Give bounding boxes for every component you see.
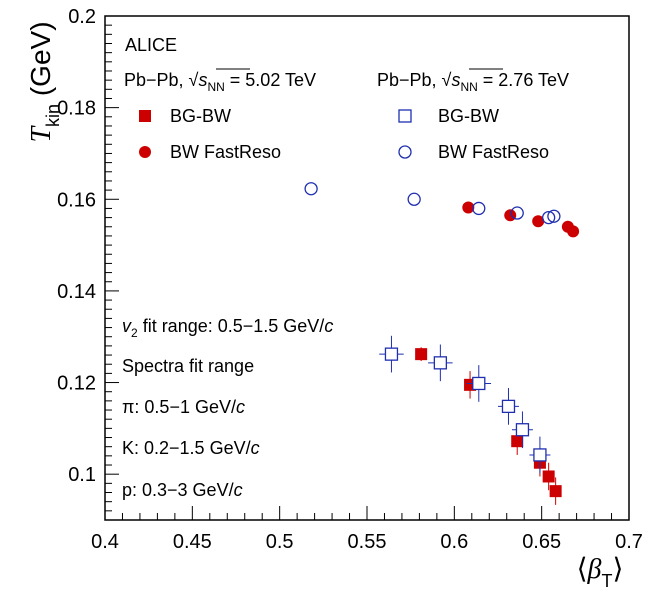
data-point xyxy=(384,347,399,361)
data-point xyxy=(501,399,516,414)
data-point xyxy=(542,470,555,483)
x-tick-label: 0.4 xyxy=(91,531,119,553)
experiment-label: ALICE xyxy=(125,35,177,55)
data-point xyxy=(547,209,561,223)
y-tick-label: 0.16 xyxy=(57,189,96,211)
data-point xyxy=(407,192,421,206)
legend-label: BG-BW xyxy=(170,106,231,126)
x-tick-label: 0.65 xyxy=(522,531,561,553)
legend-entry: BG-BW xyxy=(139,106,231,126)
y-tick-label: 0.14 xyxy=(57,281,96,303)
kaon-range-label: K: 0.2−1.5 GeV/c xyxy=(122,438,260,458)
x-tick-label: 0.7 xyxy=(615,531,643,553)
data-marks xyxy=(304,182,580,505)
data-point xyxy=(472,376,486,391)
legend-entry: BG-BW xyxy=(398,106,499,126)
data-point xyxy=(472,201,486,216)
data-point xyxy=(549,485,562,498)
legend-marker xyxy=(398,109,412,123)
axes: 0.4 0.45 0.5 0.55 0.6 0.65 0.7 0.1 0.12 0.14 0.16 0… xyxy=(57,6,643,553)
legend: BG-BW BW FastReso BG-BW BW FastReso xyxy=(139,106,549,162)
series-1 xyxy=(462,201,580,238)
x-tick-label: 0.5 xyxy=(266,531,294,553)
data-point xyxy=(504,209,517,222)
legend-entry: BW FastReso xyxy=(139,142,281,162)
proton-range-label: p: 0.3−3 GeV/c xyxy=(122,480,243,500)
y-tick-label: 0.2 xyxy=(68,6,96,28)
data-point xyxy=(304,182,318,196)
data-point xyxy=(533,448,547,462)
data-point xyxy=(542,210,556,225)
legend-label: BG-BW xyxy=(438,106,499,126)
data-point xyxy=(532,215,545,228)
spectra-title-label: Spectra fit range xyxy=(122,356,254,376)
data-point xyxy=(511,435,524,448)
series-2 xyxy=(379,335,551,474)
data-point xyxy=(433,356,448,370)
legend-marker xyxy=(139,146,151,158)
series-3 xyxy=(304,182,561,225)
data-point xyxy=(415,348,428,361)
data-point xyxy=(510,206,524,220)
pion-range-label: π: 0.5−1 GeV/c xyxy=(122,397,245,417)
legend-label: BW FastReso xyxy=(170,142,281,162)
series-0 xyxy=(415,347,562,505)
data-point xyxy=(567,225,580,238)
x-tick-label: 0.45 xyxy=(173,531,212,553)
legend-marker xyxy=(398,145,412,159)
x-axis-label: ⟨βT⟩ xyxy=(577,553,624,590)
system-label-502: Pb−Pb, √sNN = 5.02 TeV xyxy=(124,70,316,94)
y-axis-label: Tkin (GeV) xyxy=(25,21,63,142)
legend-entry: BW FastReso xyxy=(398,142,549,162)
system-label-276: Pb−Pb, √sNN = 2.76 TeV xyxy=(377,70,569,94)
data-point xyxy=(515,423,530,437)
data-point xyxy=(462,201,475,214)
v2-range-label: v2 fit range: 0.5−1.5 GeV/c xyxy=(122,316,333,340)
y-tick-label: 0.12 xyxy=(57,373,96,395)
x-tick-label: 0.55 xyxy=(348,531,387,553)
x-tick-label: 0.6 xyxy=(440,531,468,553)
legend-marker xyxy=(139,110,151,122)
y-tick-label: 0.1 xyxy=(68,464,96,486)
legend-label: BW FastReso xyxy=(438,142,549,162)
y-tick-label: 0.18 xyxy=(57,98,96,120)
